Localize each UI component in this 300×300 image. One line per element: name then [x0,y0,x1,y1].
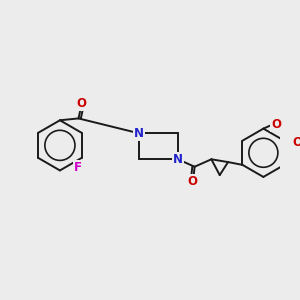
Text: O: O [188,175,198,188]
Text: O: O [272,118,281,131]
Text: N: N [173,153,183,166]
Text: N: N [134,127,144,140]
Text: F: F [74,161,82,174]
Text: O: O [76,97,86,110]
Text: O: O [292,136,300,149]
